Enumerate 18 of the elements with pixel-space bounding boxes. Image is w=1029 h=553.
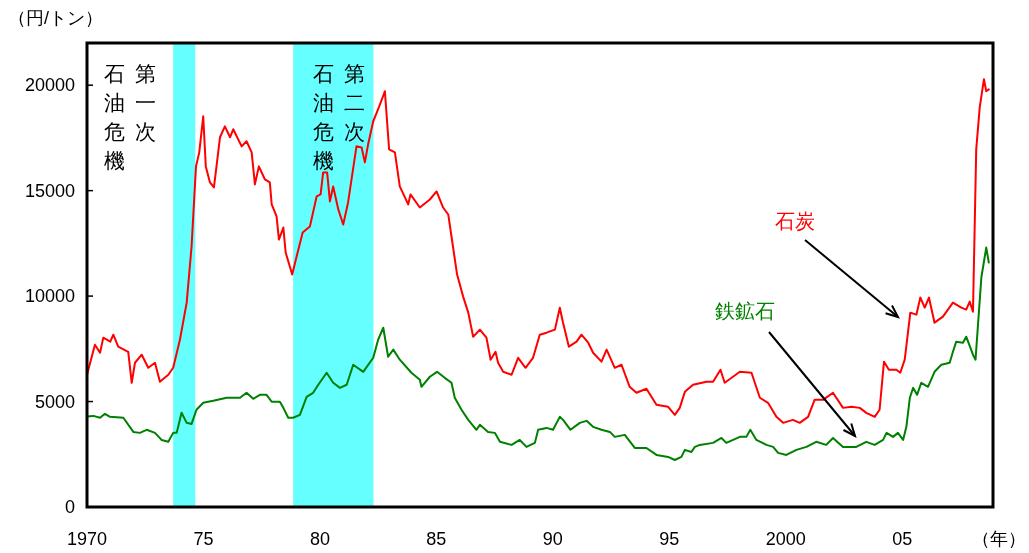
y-axis-title: （円/トン）: [8, 8, 104, 28]
x-tick-label: 90: [542, 529, 563, 549]
x-tick-label: 05: [892, 529, 913, 549]
y-tick-label: 5000: [34, 391, 75, 412]
x-tick-label: 75: [193, 529, 214, 549]
x-tick-label: 2000: [765, 529, 806, 549]
text: 鉄鉱石: [715, 300, 775, 322]
x-tick-label: 1970: [66, 529, 108, 549]
text: 石炭: [775, 210, 815, 232]
x-tick-label: 80: [309, 529, 330, 549]
x-tick-label: 85: [426, 529, 447, 549]
y-tick-label: 15000: [24, 180, 75, 201]
y-tick-label: 20000: [24, 75, 75, 96]
y-tick-label: 0: [64, 497, 75, 517]
y-tick-label: 10000: [24, 286, 75, 307]
x-tick-label: 95: [659, 529, 680, 549]
x-axis-title: （年）: [972, 529, 1026, 549]
line-series: [86, 246, 990, 461]
